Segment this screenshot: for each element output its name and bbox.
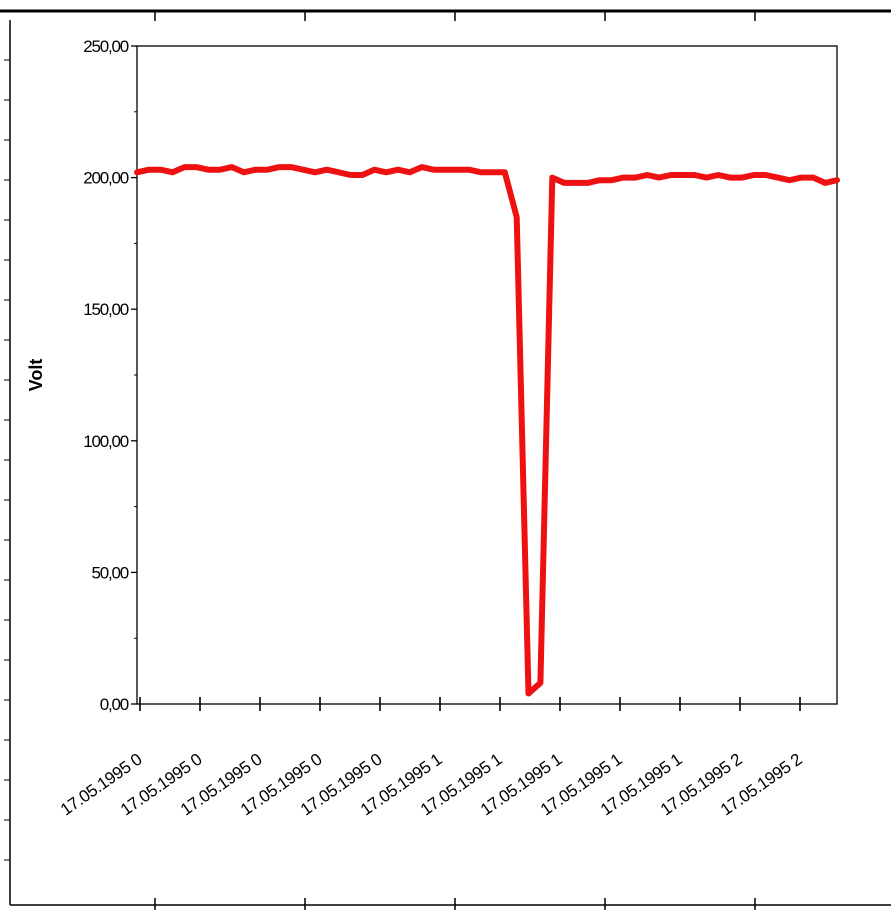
series-line-1 [134, 164, 840, 697]
bottom-frame-ticks [154, 898, 756, 910]
y-tick-label: 150,00 [83, 300, 129, 319]
y-tick-label: 200,00 [83, 169, 129, 188]
y-tick-label: 0,00 [100, 695, 129, 714]
y-tick-label: 50,00 [91, 563, 128, 582]
y-tick-label: 100,00 [83, 432, 129, 451]
top-border-ticks [154, 11, 756, 21]
left-frame-ticks [4, 59, 10, 861]
plot-area [136, 45, 838, 705]
series-layer [134, 164, 840, 697]
x-axis: 17.05.1995 017.05.1995 017.05.1995 017.0… [57, 697, 805, 819]
y-axis-title: Volt [26, 359, 46, 392]
y-axis: 0,00 50,00 100,00 150,00 200,00 250,00 [83, 37, 137, 714]
y-tick-label: 250,00 [83, 37, 129, 56]
